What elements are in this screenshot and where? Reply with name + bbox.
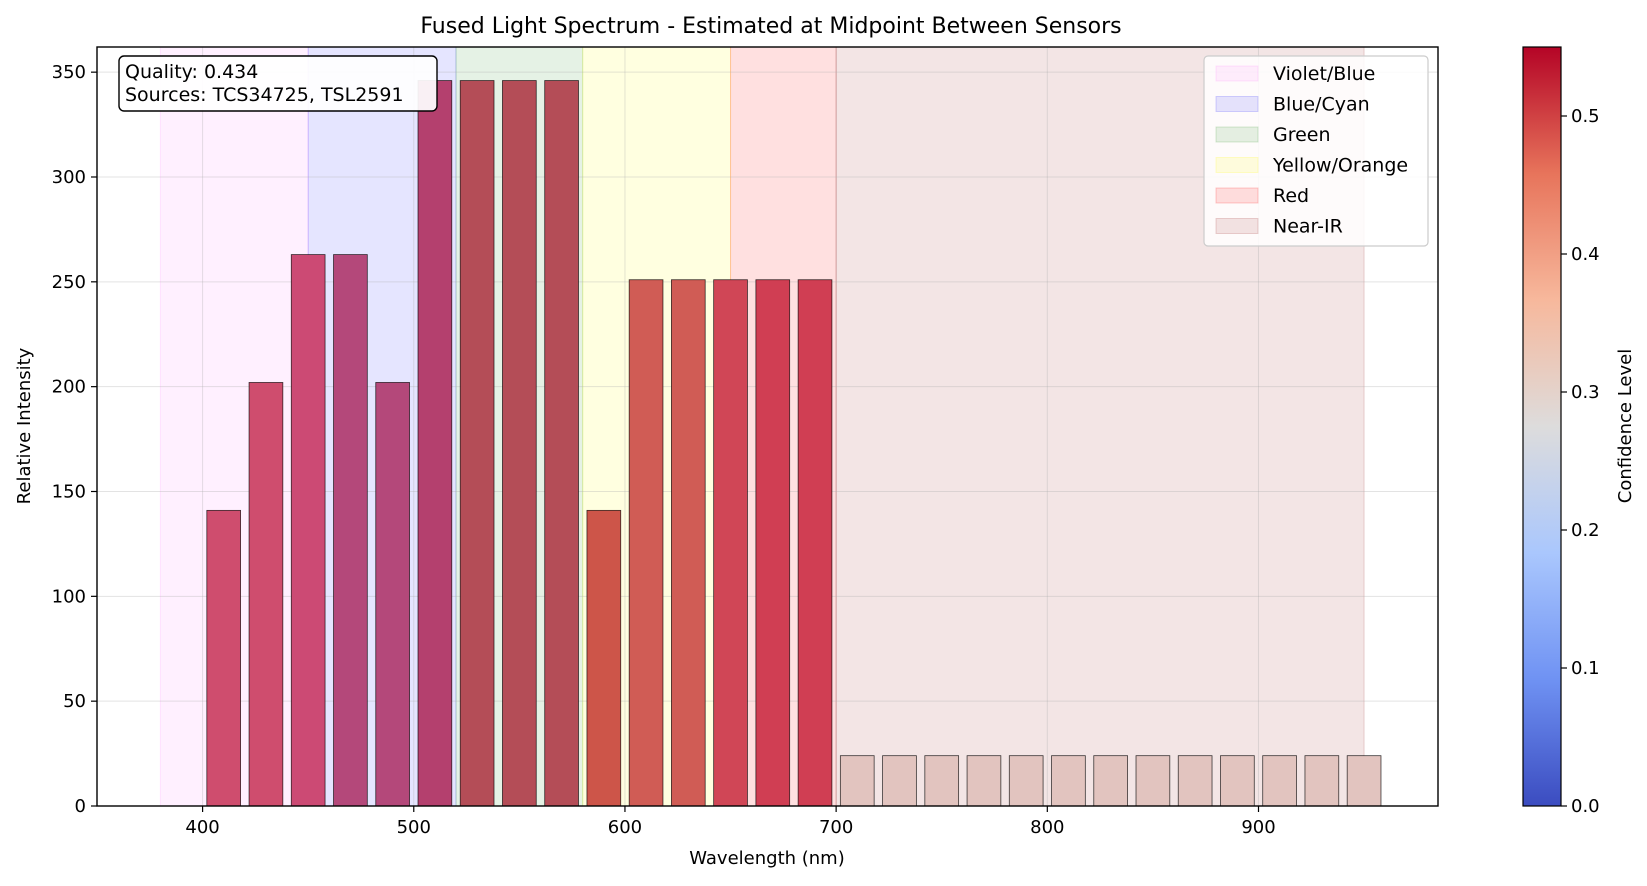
bar-830 — [1093, 755, 1128, 807]
legend-swatch-4 — [1215, 187, 1259, 204]
colorbar-tick-label-5: 0.5 — [1571, 106, 1600, 127]
colorbar-tick-label-0: 0.0 — [1571, 796, 1600, 817]
info-annotation-box — [118, 55, 438, 112]
bar-470 — [333, 254, 368, 807]
bar-810 — [1051, 755, 1086, 807]
colorbar-tick-label-4: 0.4 — [1571, 244, 1600, 265]
legend-label-2: Green — [1273, 124, 1331, 146]
y-tick-label-1: 50 — [63, 691, 86, 712]
x-tick-label-4: 800 — [1030, 817, 1064, 838]
y-tick-label-6: 300 — [52, 167, 86, 188]
quality-text: Quality: 0.434 — [125, 61, 258, 83]
legend-swatch-5 — [1215, 218, 1259, 234]
legend-swatch-3 — [1215, 157, 1259, 173]
bars — [206, 80, 1382, 807]
bar-430 — [248, 382, 284, 807]
bar-890 — [1220, 755, 1255, 807]
y-tick-label-0: 0 — [75, 796, 86, 817]
colorbar-ticks: 0.0 0.1 0.2 0.3 0.4 0.5 — [1561, 106, 1600, 817]
colorbar-tick-label-3: 0.3 — [1571, 382, 1600, 403]
bar-690 — [797, 279, 833, 807]
y-tick-label-5: 250 — [52, 272, 86, 293]
bar-670 — [755, 279, 791, 807]
colorbar-tick-label-2: 0.2 — [1571, 520, 1600, 541]
legend-label-1: Blue/Cyan — [1273, 94, 1370, 116]
y-tick-label-3: 150 — [52, 481, 86, 502]
bar-450 — [290, 254, 326, 807]
y-tick-label-4: 200 — [52, 377, 86, 398]
legend-box — [1203, 55, 1429, 247]
x-tick-label-1: 500 — [397, 817, 431, 838]
bar-610 — [628, 279, 664, 807]
bar-730 — [882, 755, 917, 807]
x-tick-label-5: 900 — [1241, 817, 1275, 838]
bar-410 — [206, 509, 242, 807]
legend-swatch-1 — [1215, 96, 1259, 112]
y-tick-label-7: 350 — [52, 62, 86, 83]
bar-850 — [1135, 755, 1171, 807]
legend-swatch-0 — [1215, 65, 1259, 82]
bar-750 — [924, 755, 960, 807]
sources-text: Sources: TCS34725, TSL2591 — [125, 84, 404, 106]
y-tick-label-2: 100 — [52, 586, 86, 607]
bar-630 — [671, 279, 706, 807]
bar-710 — [839, 755, 875, 807]
bar-590 — [586, 509, 622, 807]
bar-930 — [1304, 755, 1340, 807]
bar-490 — [375, 382, 410, 807]
legend-label-4: Red — [1273, 185, 1309, 207]
legend-swatch-2 — [1215, 126, 1259, 143]
colorbar-label: Confidence Level — [1615, 349, 1636, 503]
colorbar-tick-label-1: 0.1 — [1571, 658, 1600, 679]
bar-550 — [502, 80, 537, 807]
bar-510 — [417, 80, 453, 807]
x-axis-label: Wavelength (nm) — [689, 848, 845, 869]
x-tick-label-3: 700 — [819, 817, 853, 838]
legend-items: Violet/Blue Blue/Cyan Green Yellow/Orange Re… — [1215, 63, 1408, 238]
info-annotation: Quality: 0.434 Sources: TCS34725, TSL259… — [118, 55, 438, 112]
plot-frame — [96, 46, 1439, 807]
bar-910 — [1262, 755, 1297, 807]
bar-650 — [713, 279, 748, 807]
bar-530 — [459, 80, 495, 807]
bar-570 — [544, 80, 579, 807]
bar-770 — [966, 755, 1002, 807]
y-axis-ticks: 0 50 100 150 200 250 300 350 — [52, 62, 97, 817]
y-axis-label: Relative Intensity — [14, 347, 35, 504]
chart-title: Fused Light Spectrum - Estimated at Midp… — [420, 14, 1121, 39]
x-tick-label-0: 400 — [185, 817, 219, 838]
bar-950 — [1346, 755, 1382, 807]
colorbar-gradient — [1522, 46, 1562, 807]
colorbar: 0.0 0.1 0.2 0.3 0.4 0.5 Confidence Level — [1522, 46, 1636, 817]
bar-870 — [1177, 755, 1213, 807]
legend: Violet/Blue Blue/Cyan Green Yellow/Orange Re… — [1203, 55, 1429, 247]
legend-label-5: Near-IR — [1273, 216, 1343, 238]
x-axis-ticks: 400 500 600 700 800 900 — [185, 806, 1276, 838]
legend-label-3: Yellow/Orange — [1272, 155, 1408, 177]
x-tick-label-2: 600 — [608, 817, 642, 838]
legend-label-0: Violet/Blue — [1273, 63, 1375, 85]
bar-790 — [1008, 755, 1044, 807]
